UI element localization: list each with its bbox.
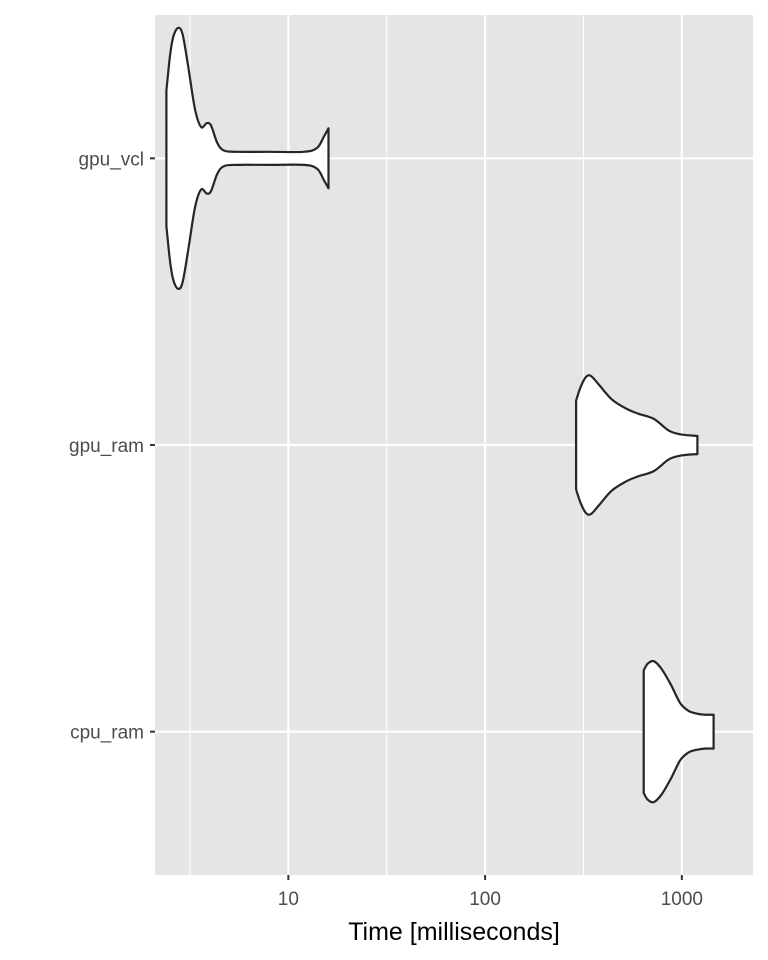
- x-axis-title: Time [milliseconds]: [348, 918, 560, 946]
- violins: [165, 26, 715, 804]
- violin-gpu-vcl: [165, 26, 330, 290]
- x-tick-label: 1000: [661, 889, 703, 910]
- x-tick-label: 10: [278, 889, 299, 910]
- violin-cpu-ram: [642, 659, 715, 804]
- y-tick-label: gpu_ram: [69, 436, 144, 457]
- x-axis: 10 100 1000: [278, 875, 703, 910]
- y-tick-label: cpu_ram: [70, 723, 144, 744]
- y-axis: gpu_vcl gpu_ram cpu_ram: [69, 149, 155, 744]
- x-tick-label: 100: [469, 889, 501, 910]
- violin-gpu-ram: [575, 374, 699, 516]
- y-tick-label: gpu_vcl: [79, 149, 145, 170]
